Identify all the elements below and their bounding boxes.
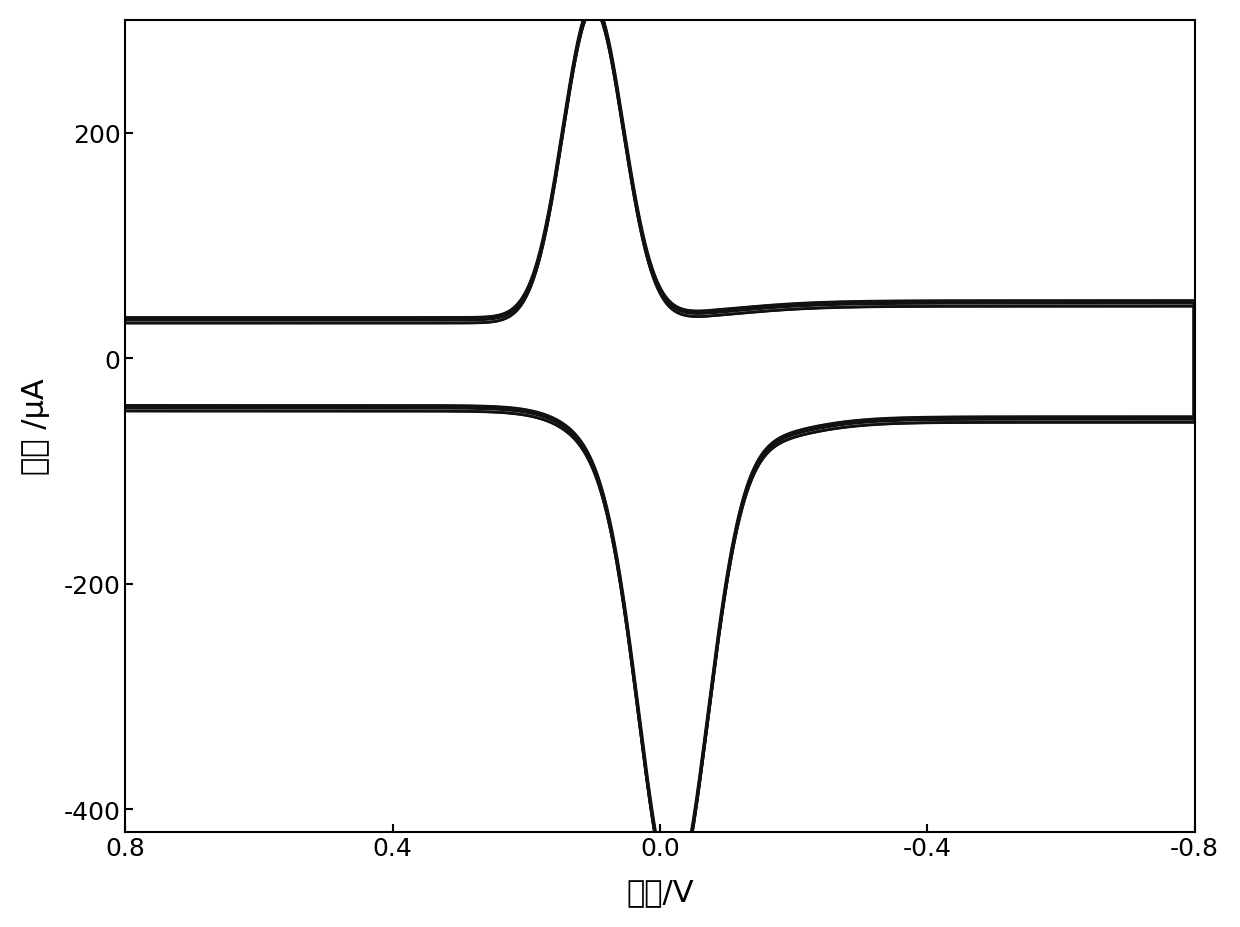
- Y-axis label: 电流 /μA: 电流 /μA: [21, 378, 50, 475]
- X-axis label: 电压/V: 电压/V: [626, 877, 694, 907]
